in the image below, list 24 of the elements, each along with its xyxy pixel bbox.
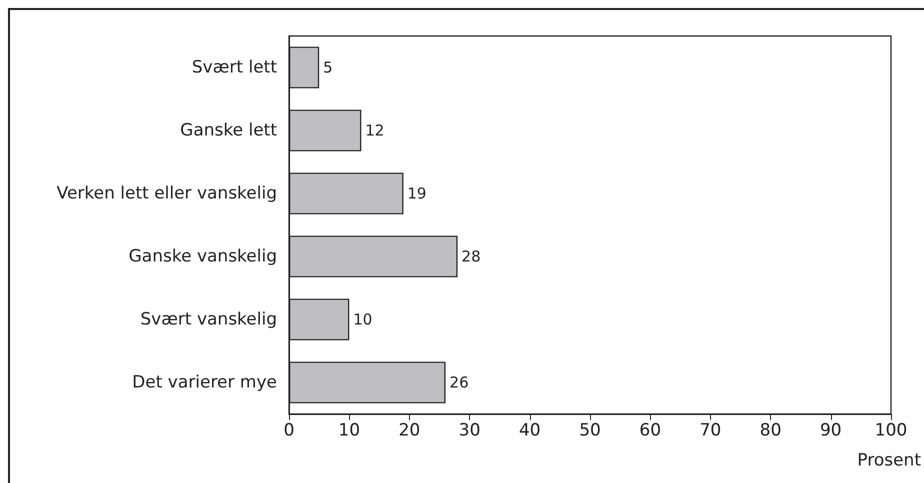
y-tick-label: Verken lett eller vanskelig xyxy=(56,184,277,204)
x-tick-label: 60 xyxy=(639,420,662,440)
data-label: 28 xyxy=(462,248,481,266)
x-tick-label: 80 xyxy=(760,420,782,440)
y-tick-label: Ganske vanskelig xyxy=(128,246,277,266)
x-tick-label: 30 xyxy=(458,420,480,440)
data-label: 26 xyxy=(450,374,469,392)
x-tick-label: 50 xyxy=(579,420,601,440)
y-tick-label: Ganske lett xyxy=(180,120,278,140)
x-tick-label: 100 xyxy=(874,420,908,440)
data-label: 5 xyxy=(323,58,333,76)
y-tick-label: Svært lett xyxy=(192,58,278,78)
y-tick-label: Svært vanskelig xyxy=(140,310,277,330)
data-label: 12 xyxy=(365,122,384,140)
x-axis-title: Prosent xyxy=(857,450,922,470)
x-tick-label: 0 xyxy=(284,420,294,440)
x-tick-label: 70 xyxy=(700,420,722,440)
y-tick-label: Det varierer mye xyxy=(132,372,277,392)
x-tick-label: 40 xyxy=(518,420,541,440)
data-label: 10 xyxy=(353,310,372,328)
data-label: 19 xyxy=(407,184,426,202)
x-tick-label: 20 xyxy=(398,420,420,440)
x-tick-label: 10 xyxy=(338,420,360,440)
x-tick-label: 90 xyxy=(820,420,842,440)
